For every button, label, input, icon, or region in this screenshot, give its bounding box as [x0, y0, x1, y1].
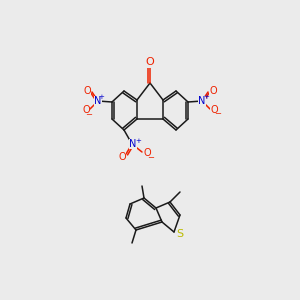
Text: O: O — [143, 148, 151, 158]
Text: N: N — [94, 96, 102, 106]
Text: −: − — [85, 110, 92, 119]
Text: S: S — [176, 229, 184, 239]
Text: −: − — [214, 110, 221, 118]
Text: +: + — [203, 94, 209, 100]
Text: O: O — [82, 105, 90, 115]
Text: +: + — [135, 138, 141, 144]
Text: O: O — [118, 152, 126, 162]
Text: O: O — [146, 57, 154, 67]
Text: +: + — [98, 94, 104, 100]
Text: O: O — [210, 105, 218, 115]
Text: O: O — [209, 86, 217, 96]
Text: −: − — [148, 154, 154, 163]
Text: O: O — [83, 86, 91, 96]
Text: N: N — [198, 96, 206, 106]
Text: N: N — [129, 139, 137, 149]
